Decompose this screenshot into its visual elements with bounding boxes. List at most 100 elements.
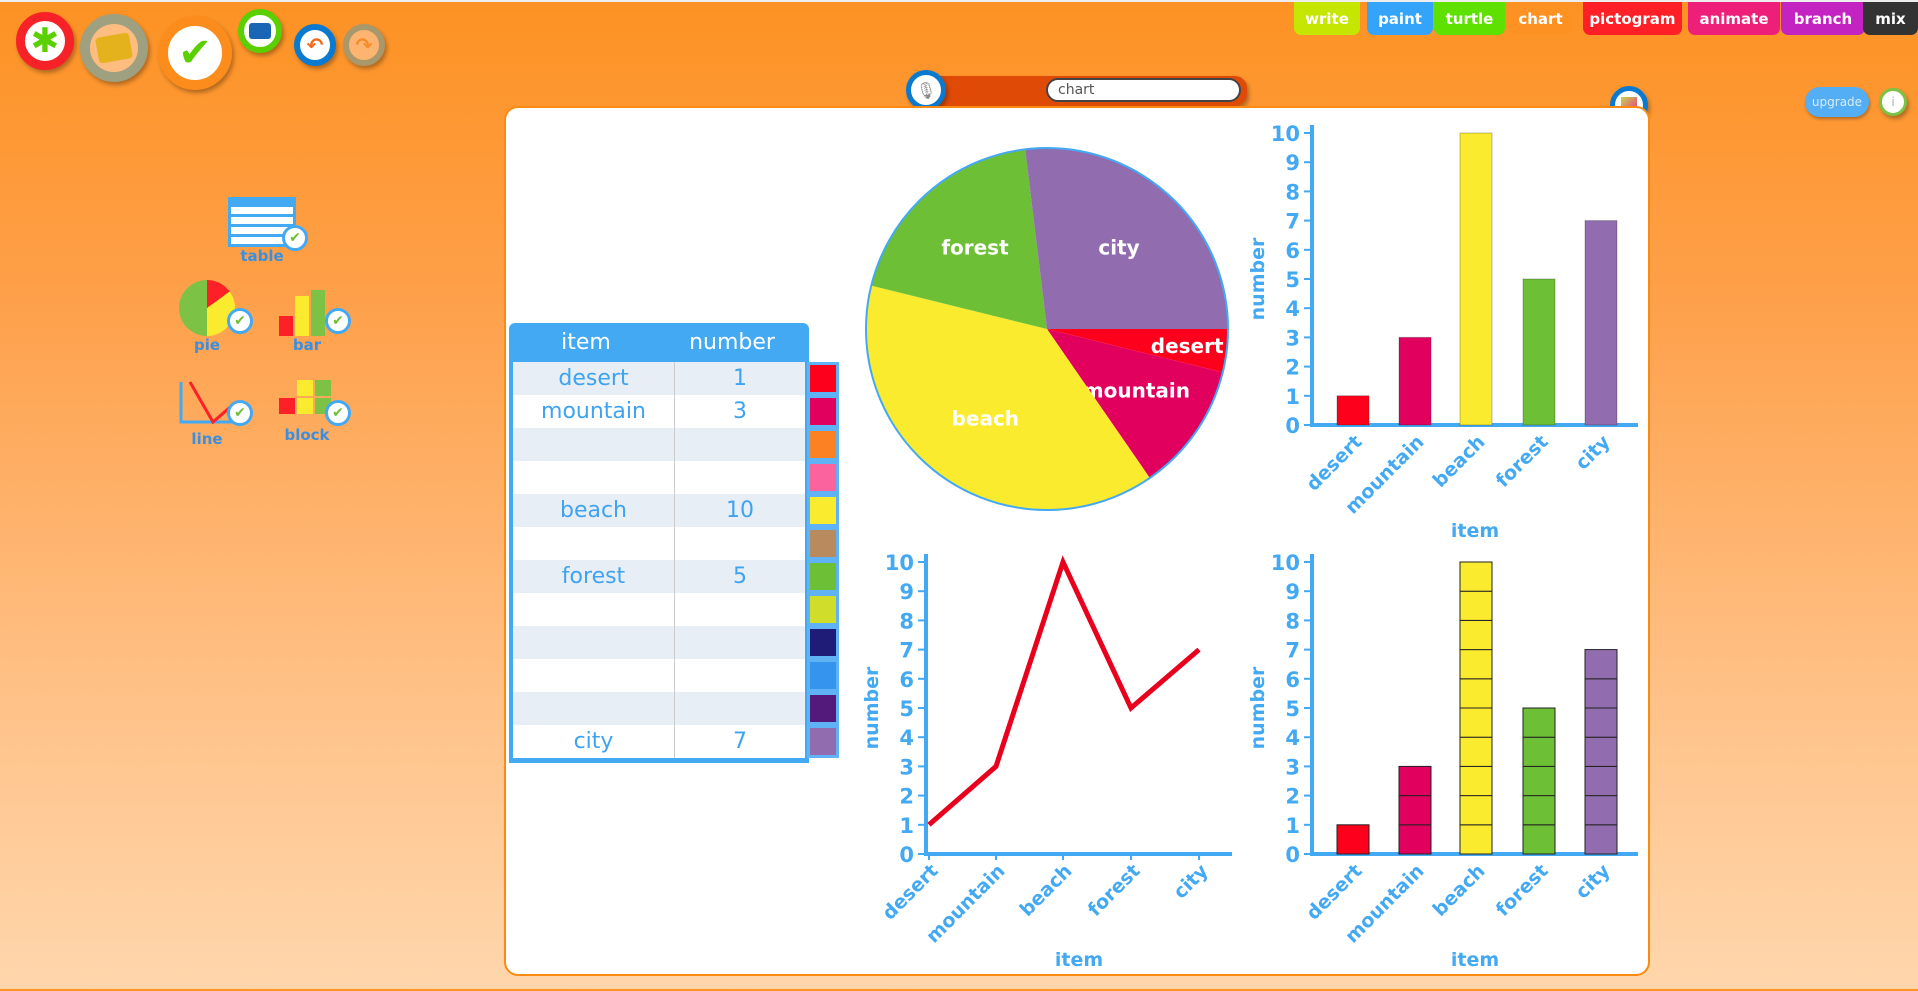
chart-type-bar[interactable]: bar [272, 280, 342, 354]
table-row [513, 659, 805, 692]
chart-type-block[interactable]: block [272, 380, 342, 444]
color-swatch[interactable] [807, 527, 839, 560]
block-beach [1459, 619, 1493, 651]
color-swatch[interactable] [807, 725, 839, 758]
cell-number[interactable]: 10 [726, 498, 754, 523]
bar-city [1584, 220, 1618, 426]
cell-item[interactable]: beach [513, 494, 675, 527]
color-swatch[interactable] [807, 395, 839, 428]
cell-number[interactable]: 3 [733, 399, 747, 424]
color-swatch[interactable] [807, 659, 839, 692]
cell-item[interactable] [513, 461, 675, 494]
cell-item[interactable] [513, 659, 675, 692]
color-swatch[interactable] [807, 692, 839, 725]
chart-type-pie[interactable]: pie [172, 280, 242, 354]
pie-outline [865, 147, 1229, 511]
block-chart-icon [279, 380, 335, 426]
cell-item[interactable] [513, 527, 675, 560]
block-beach [1459, 736, 1493, 767]
pie-icon [179, 280, 235, 336]
color-swatch[interactable] [807, 461, 839, 494]
new-icon: ✱ [30, 21, 60, 61]
cell-item[interactable] [513, 593, 675, 626]
block-chart-ytick-label: 7 [1285, 639, 1300, 663]
cell-item[interactable]: desert [513, 362, 675, 395]
block-chart-ytick-label: 9 [1285, 580, 1300, 604]
cell-number[interactable]: 7 [733, 729, 747, 754]
tab-mix[interactable]: mix [1863, 2, 1918, 35]
checkmark-badge-icon: ✔ [227, 400, 253, 426]
cell-item[interactable]: mountain [513, 395, 675, 428]
confirm-button[interactable]: ✔ [158, 16, 232, 90]
block-forest [1522, 795, 1556, 826]
bar-chart-ytick-label: 1 [1285, 385, 1300, 409]
microphone-icon: 🎙 [915, 80, 937, 100]
block-city [1584, 765, 1618, 797]
block-mountain [1398, 795, 1432, 826]
search-input[interactable] [1046, 78, 1241, 102]
data-table: item number desert 1 mountain 3 beach 10 forest… [509, 323, 809, 763]
tab-branch[interactable]: branch [1781, 2, 1865, 35]
tab-turtle[interactable]: turtle [1434, 2, 1505, 35]
bar-chart-ytick-label: 9 [1285, 151, 1300, 175]
tab-animate[interactable]: animate [1688, 2, 1780, 35]
block-beach [1459, 707, 1493, 738]
bar-chart-xtick-label: city [1571, 431, 1615, 475]
block-forest [1522, 765, 1556, 797]
cell-item[interactable] [513, 626, 675, 659]
line-chart-ytick-label: 3 [899, 755, 914, 779]
redo-button[interactable]: ↷ [343, 24, 385, 66]
cell-item[interactable]: forest [513, 560, 675, 593]
undo-icon: ↶ [306, 33, 324, 57]
new-button[interactable]: ✱ [16, 12, 74, 70]
tab-write[interactable]: write [1294, 2, 1360, 35]
bar-chart-ylabel: number [1247, 237, 1269, 320]
block-chart-ytick-label: 3 [1285, 755, 1300, 779]
upgrade-button[interactable]: upgrade [1805, 87, 1869, 117]
cell-number[interactable]: 1 [733, 366, 747, 391]
line-chart-ytick-label: 6 [899, 668, 914, 692]
color-swatch[interactable] [807, 428, 839, 461]
block-city [1584, 678, 1618, 709]
bar-desert [1336, 395, 1370, 426]
print-button[interactable] [238, 9, 282, 53]
color-swatch[interactable] [807, 494, 839, 527]
undo-button[interactable]: ↶ [294, 24, 336, 66]
tab-paint[interactable]: paint [1367, 2, 1433, 35]
tab-pictogram[interactable]: pictogram [1583, 2, 1682, 35]
block-city [1584, 795, 1618, 826]
cell-item[interactable] [513, 428, 675, 461]
block-chart-xtick-label: beach [1429, 860, 1490, 921]
cell-item[interactable]: city [513, 725, 675, 758]
table-row [513, 461, 805, 494]
color-swatch[interactable] [807, 362, 839, 395]
pie-slice-city [1025, 147, 1228, 329]
color-swatch[interactable] [807, 593, 839, 626]
bar-chart-ytick-label: 4 [1285, 297, 1300, 321]
info-button[interactable]: i [1879, 88, 1907, 116]
open-button[interactable] [80, 14, 148, 82]
line-chart-ytick-label: 9 [899, 580, 914, 604]
pie-label: beach [952, 406, 1019, 430]
bar-beach [1459, 132, 1493, 426]
column-header-item: item [561, 330, 611, 355]
line-chart-ytick-label: 7 [899, 639, 914, 663]
tab-chart[interactable]: chart [1509, 2, 1572, 35]
pie-label: city [1098, 236, 1139, 260]
block-beach [1459, 765, 1493, 797]
redo-icon: ↷ [355, 33, 373, 57]
table-row: mountain 3 [513, 395, 805, 428]
color-swatch[interactable] [807, 560, 839, 593]
line-chart-xtick-label: beach [1016, 860, 1077, 921]
block-mountain [1398, 824, 1432, 855]
cell-number[interactable]: 5 [733, 564, 747, 589]
line-chart-xtick-label: desert [878, 860, 942, 924]
cell-item[interactable] [513, 692, 675, 725]
table-row [513, 692, 805, 725]
chart-type-line[interactable]: line [172, 380, 242, 448]
block-city [1584, 707, 1618, 738]
pie-label: desert [1151, 334, 1224, 358]
color-swatch[interactable] [807, 626, 839, 659]
block-beach [1459, 678, 1493, 709]
